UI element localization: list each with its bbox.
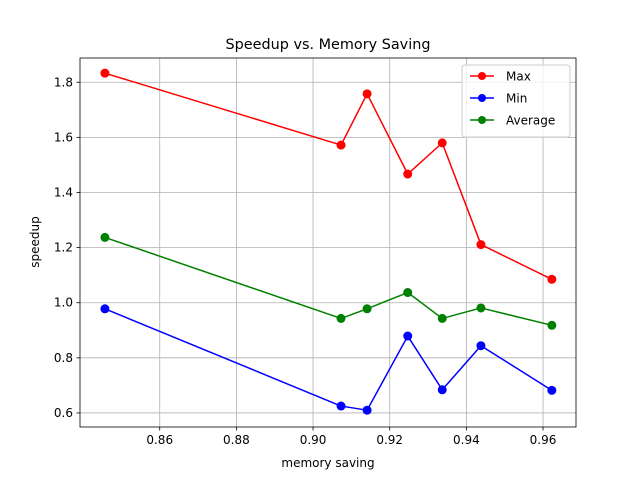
data-point-max (476, 240, 486, 250)
data-point-average (336, 313, 346, 323)
data-point-min (547, 385, 557, 395)
data-point-max (437, 138, 447, 148)
series-min (100, 304, 557, 415)
data-point-max (403, 169, 413, 179)
y-axis-label: speedup (28, 216, 42, 267)
data-point-max (547, 274, 557, 284)
data-point-min (100, 304, 110, 314)
legend-label-max: Max (506, 70, 531, 84)
axis-ticks: 0.86 0.88 0.90 0.92 0.94 0.96 0.6 0.8 1.0 1.2 1.4 1… (54, 75, 556, 447)
y-tick-label: 0.6 (54, 406, 73, 420)
data-point-min (336, 401, 346, 411)
series-max (100, 68, 557, 284)
data-point-max (362, 89, 372, 99)
data-point-average (547, 320, 557, 330)
y-tick-label: 0.8 (54, 351, 73, 365)
y-tick-label: 1.0 (54, 296, 73, 310)
data-point-max (336, 140, 346, 150)
x-tick-label: 0.92 (376, 433, 403, 447)
legend-label-min: Min (506, 92, 527, 106)
legend-label-average: Average (506, 114, 555, 128)
x-tick-label: 0.94 (453, 433, 480, 447)
data-point-average (362, 304, 372, 314)
legend-box (461, 64, 571, 138)
data-point-min (403, 331, 413, 341)
data-point-min (437, 385, 447, 395)
y-tick-label: 1.2 (54, 241, 73, 255)
series-average (100, 232, 557, 330)
legend: Max Min Average (461, 64, 571, 138)
data-point-average (100, 232, 110, 242)
x-tick-label: 0.90 (300, 433, 327, 447)
data-point-min (476, 341, 486, 351)
legend-item-max: Max (470, 70, 531, 84)
x-axis-label: memory saving (281, 456, 374, 470)
x-tick-label: 0.88 (223, 433, 250, 447)
data-point-max (100, 68, 110, 78)
data-point-average (476, 303, 486, 313)
y-tick-label: 1.4 (54, 185, 73, 199)
chart-title: Speedup vs. Memory Saving (226, 37, 431, 53)
legend-marker-max (478, 72, 486, 80)
series-layer (100, 68, 557, 415)
x-tick-label: 0.86 (146, 433, 173, 447)
x-tick-label: 0.96 (530, 433, 557, 447)
y-tick-label: 1.6 (54, 130, 73, 144)
data-point-average (437, 313, 447, 323)
y-tick-label: 1.8 (54, 75, 73, 89)
legend-marker-min (478, 94, 486, 102)
legend-item-min: Min (470, 92, 527, 106)
data-point-min (362, 405, 372, 415)
legend-marker-average (478, 116, 486, 124)
plot-frame (79, 57, 577, 428)
data-point-average (403, 288, 413, 298)
legend-item-average: Average (470, 114, 555, 128)
